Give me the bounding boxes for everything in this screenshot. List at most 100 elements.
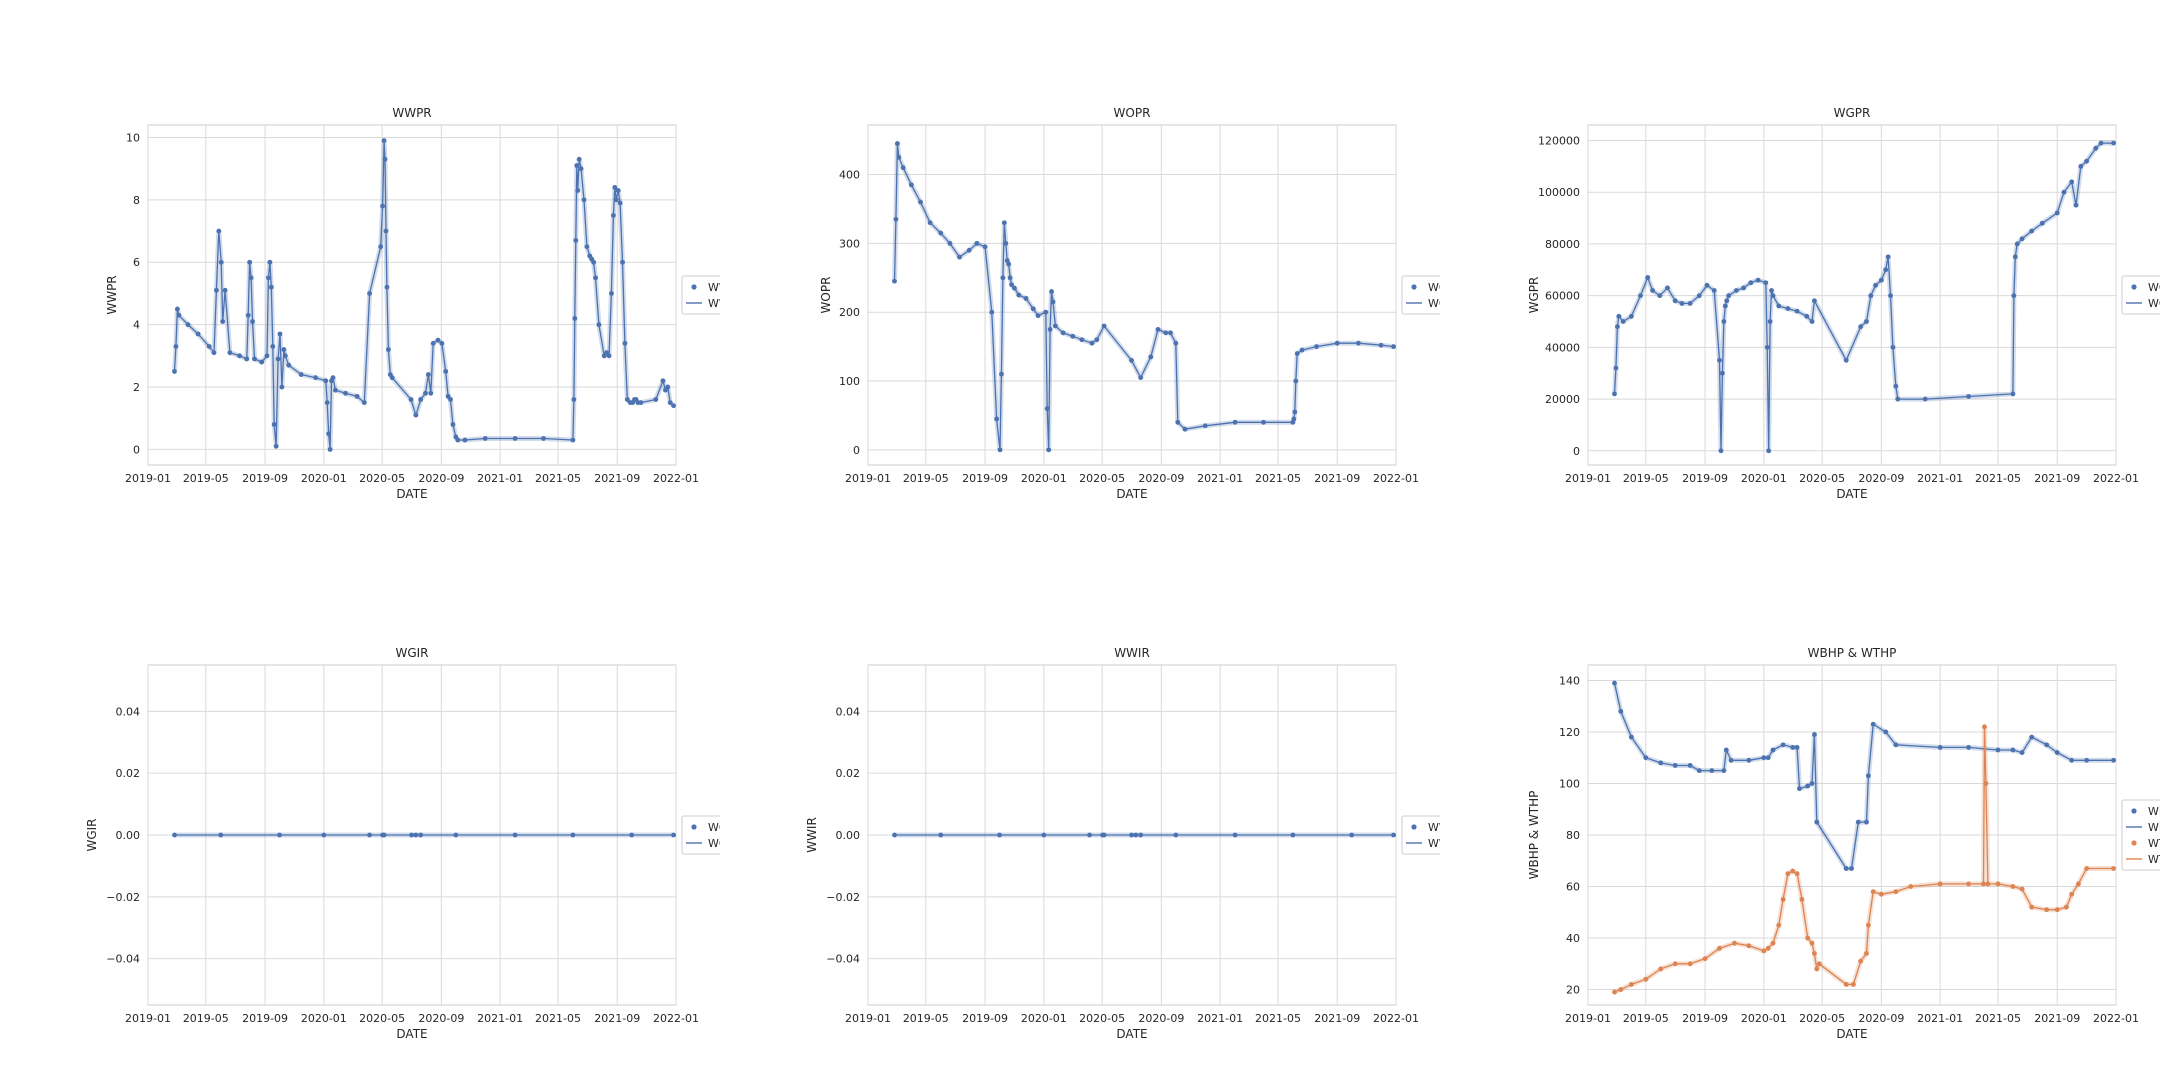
data-point (1983, 781, 1989, 786)
data-point (1726, 293, 1732, 299)
chart-svg: 2019-01 2019-05 2019-09 2020-01 2020-05 2020-… (1527, 646, 2160, 1041)
data-point (629, 832, 635, 838)
data-point (185, 322, 191, 328)
data-point (2063, 904, 2069, 910)
data-point (425, 372, 431, 377)
legend-box (2121, 799, 2160, 871)
y-axis-label: WWPR (105, 275, 119, 314)
data-point (1804, 313, 1810, 319)
data-point (613, 197, 619, 203)
y-tick-label: 0.02 (116, 767, 141, 780)
data-point (1922, 396, 1928, 402)
data-point (1001, 220, 1007, 226)
data-point (1232, 419, 1238, 425)
data-point (298, 372, 304, 377)
y-tick-label: 0 (133, 443, 140, 456)
data-point (1883, 267, 1889, 273)
data-point (1645, 275, 1651, 280)
y-tick-label: 60 (1566, 881, 1580, 894)
data-point (1981, 881, 1986, 887)
data-point (1864, 319, 1869, 324)
data-point (430, 340, 436, 346)
data-point (900, 165, 906, 171)
data-point (571, 397, 577, 402)
data-point (367, 832, 373, 838)
data-point (1763, 280, 1769, 286)
data-point (2078, 163, 2084, 169)
data-point (1628, 313, 1634, 319)
data-point (385, 347, 391, 352)
data-point (1129, 357, 1134, 363)
chart-panel-wbhp-wthp: 2019-01 2019-05 2019-09 2020-01 2020-05 2020-… (1440, 540, 2160, 1080)
plot-frame (1587, 124, 2117, 466)
data-point (1885, 254, 1891, 260)
data-point (2019, 236, 2025, 242)
data-point (1868, 293, 1874, 299)
data-point (1893, 383, 1899, 389)
data-point (174, 306, 180, 312)
data-point (570, 437, 576, 443)
data-point (1292, 409, 1298, 415)
data-point (541, 436, 546, 441)
data-point (1814, 819, 1820, 825)
data-point (2076, 881, 2081, 887)
data-point (638, 400, 644, 406)
data-point (1761, 755, 1767, 761)
data-point (2073, 202, 2079, 208)
data-point (1748, 280, 1754, 286)
data-point (2069, 179, 2075, 185)
y-tick-label: 6 (133, 256, 140, 269)
data-point (1812, 951, 1817, 956)
data-point (1785, 306, 1791, 311)
y-tick-label: 20 (1566, 984, 1580, 997)
data-point (1733, 288, 1739, 293)
data-point (896, 154, 902, 160)
legend-marker (691, 284, 697, 290)
x-tick-label: 2021-05 (535, 1012, 581, 1025)
data-point (1616, 313, 1622, 319)
data-point (1391, 344, 1396, 350)
y-tick-label: 0.00 (116, 829, 141, 842)
chart-title: WBHP & WTHP (1808, 646, 1897, 660)
data-point (1966, 394, 1971, 399)
data-point (2019, 750, 2025, 755)
x-tick-label: 2019-09 (962, 1012, 1008, 1025)
data-point (1173, 340, 1179, 346)
data-point (1761, 948, 1767, 954)
data-point (216, 228, 222, 234)
data-point (1770, 293, 1776, 299)
data-point (606, 353, 612, 359)
data-point (1722, 303, 1728, 309)
data-point (1995, 881, 2001, 887)
data-point (1129, 832, 1134, 838)
data-point (667, 400, 673, 406)
chart-title: WGIR (395, 646, 428, 660)
x-tick-label: 2020-05 (1799, 472, 1845, 485)
data-point (1148, 354, 1154, 360)
data-point (1746, 943, 1752, 949)
x-axis-label: DATE (396, 1027, 427, 1041)
data-point (1865, 922, 1871, 928)
data-point (584, 244, 590, 250)
x-tick-label: 2019-05 (183, 472, 229, 485)
data-point (1767, 319, 1773, 324)
legend-marker (2131, 808, 2137, 814)
x-tick-label: 2020-05 (1079, 472, 1125, 485)
data-point (1155, 327, 1161, 332)
data-point (361, 400, 367, 406)
data-point (172, 369, 177, 374)
y-tick-label: 100000 (1538, 186, 1580, 199)
data-point (1000, 275, 1006, 281)
data-point (573, 238, 579, 243)
data-point (448, 397, 453, 402)
data-point (413, 832, 419, 838)
y-tick-label: 10 (126, 131, 140, 144)
data-point (439, 340, 445, 346)
data-point (609, 291, 614, 296)
data-point (927, 220, 933, 226)
x-tick-label: 2019-09 (1682, 1012, 1728, 1025)
data-point (1023, 296, 1029, 301)
y-tick-label: 80000 (1545, 238, 1580, 251)
data-point (1050, 299, 1056, 305)
data-point (1776, 922, 1782, 928)
